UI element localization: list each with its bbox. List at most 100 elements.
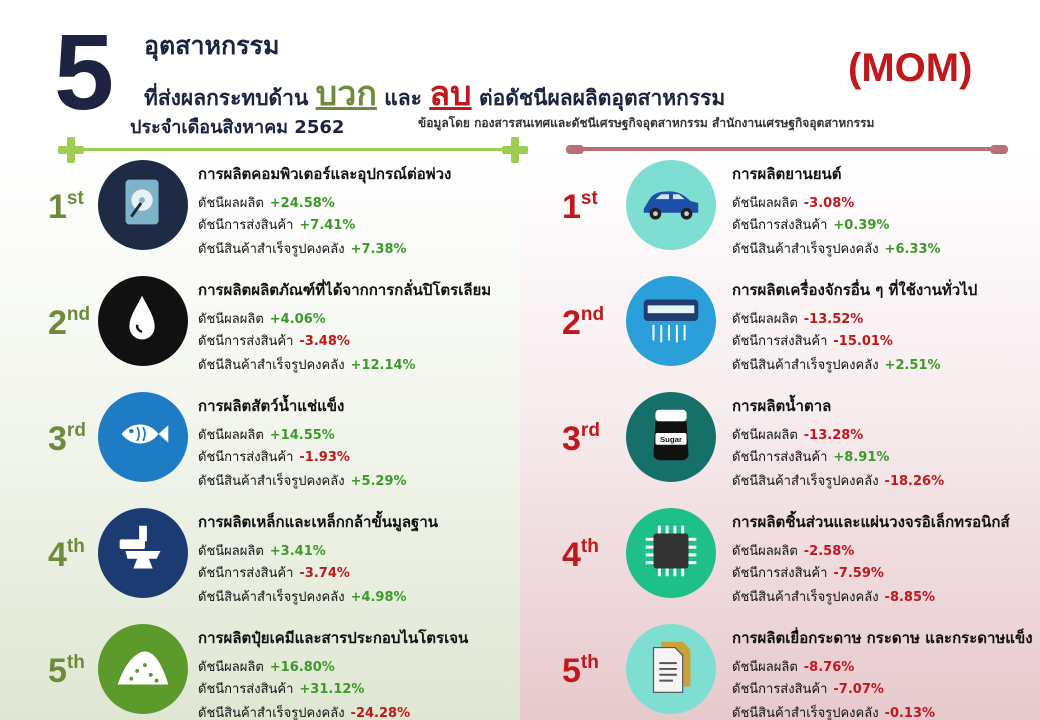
- rank-number: 1: [562, 188, 581, 226]
- negative-divider: [570, 147, 1000, 151]
- rank-suffix: st: [66, 188, 84, 209]
- rank-number: 3: [562, 420, 581, 458]
- stat-ship: ดัชนีการส่งสินค้า -1.93%: [198, 446, 350, 467]
- stat-ship: ดัชนีการส่งสินค้า -3.48%: [198, 330, 350, 351]
- stat-label: ดัชนีผลผลิต: [198, 312, 264, 327]
- rank-suffix: nd: [66, 304, 91, 325]
- stat-label: ดัชนีผลผลิต: [198, 196, 264, 211]
- rank-number: 3: [48, 420, 67, 458]
- negative-industry-icon: [626, 160, 716, 250]
- stat-label: ดัชนีการส่งสินค้า: [198, 566, 294, 581]
- stat-label: ดัชนีการส่งสินค้า: [732, 450, 828, 465]
- stat-value: +7.38%: [350, 242, 407, 257]
- stat-label: ดัชนีผลผลิต: [198, 428, 264, 443]
- source-credit: ข้อมูลโดย กองสารสนเทศและดัชนีเศรษฐกิจอุต…: [418, 116, 875, 130]
- stat-value: -13.52%: [803, 312, 864, 327]
- stat-value: +6.33%: [884, 242, 941, 257]
- hard-drive-icon: [108, 168, 178, 242]
- stat-label: ดัชนีผลผลิต: [732, 544, 798, 559]
- positive-industry-icon: [98, 392, 188, 482]
- big-number: 5: [54, 11, 115, 132]
- stat-value: -18.26%: [884, 474, 945, 489]
- stat-value: -7.07%: [833, 682, 884, 697]
- negative-industry-icon: Sugar: [626, 392, 716, 482]
- positive-industry-icon: [98, 276, 188, 366]
- stat-label: ดัชนีผลผลิต: [732, 660, 798, 675]
- rank-number: 2: [562, 304, 581, 342]
- stat-prod: ดัชนีผลผลิต -2.58%: [732, 540, 854, 561]
- stat-label: ดัชนีสินค้าสำเร็จรูปคงคลัง: [732, 242, 879, 257]
- industry-name: การผลิตยานยนต์: [732, 165, 842, 183]
- stat-label: ดัชนีการส่งสินค้า: [198, 334, 294, 349]
- stat-label: ดัชนีการส่งสินค้า: [732, 682, 828, 697]
- plus-icon: [502, 137, 528, 163]
- stat-label: ดัชนีผลผลิต: [198, 660, 264, 675]
- stat-value: +12.14%: [350, 358, 416, 373]
- positive-panel-background: [0, 150, 520, 720]
- stat-label: ดัชนีการส่งสินค้า: [732, 218, 828, 233]
- industry-name: การผลิตผลิตภัณฑ์ที่ได้จากการกลั่นปิโตรเล…: [198, 281, 492, 299]
- title-text-a: ที่ส่งผลกระทบด้าน: [144, 86, 309, 110]
- stat-label: ดัชนีการส่งสินค้า: [732, 566, 828, 581]
- stat-label: ดัชนีสินค้าสำเร็จรูปคงคลัง: [732, 474, 879, 489]
- positive-divider: [70, 148, 518, 151]
- stat-ship: ดัชนีการส่งสินค้า -3.74%: [198, 562, 350, 583]
- svg-text:Sugar: Sugar: [660, 435, 682, 444]
- mom-badge: (MOM): [848, 46, 973, 90]
- fertilizer-pile-icon: [108, 632, 178, 706]
- rank-label: 4th: [562, 536, 599, 575]
- title-line-1: อุตสาหกรรม: [144, 31, 280, 60]
- stat-inv: ดัชนีสินค้าสำเร็จรูปคงคลัง +5.29%: [198, 470, 407, 491]
- stat-value: +4.98%: [350, 590, 407, 605]
- stat-prod: ดัชนีผลผลิต -8.76%: [732, 656, 854, 677]
- stat-inv: ดัชนีสินค้าสำเร็จรูปคงคลัง +4.98%: [198, 586, 407, 607]
- anvil-icon: [108, 516, 178, 590]
- stat-label: ดัชนีสินค้าสำเร็จรูปคงคลัง: [198, 242, 345, 257]
- stat-value: +7.41%: [299, 218, 356, 233]
- positive-industry-icon: [98, 508, 188, 598]
- stat-ship: ดัชนีการส่งสินค้า -7.59%: [732, 562, 884, 583]
- stat-value: -7.59%: [833, 566, 884, 581]
- stat-prod: ดัชนีผลผลิต +4.06%: [198, 308, 326, 329]
- rank-number: 2: [48, 304, 67, 342]
- rank-label: 4th: [48, 536, 85, 575]
- industry-name: การผลิตคอมพิวเตอร์และอุปกรณ์ต่อพ่วง: [198, 165, 452, 183]
- stat-ship: ดัชนีการส่งสินค้า +7.41%: [198, 214, 355, 235]
- rank-suffix: rd: [66, 420, 86, 441]
- stat-prod: ดัชนีผลผลิต -3.08%: [732, 192, 854, 213]
- plus-icon: [58, 137, 84, 163]
- rank-number: 5: [48, 652, 67, 690]
- stat-ship: ดัชนีการส่งสินค้า +0.39%: [732, 214, 889, 235]
- stat-label: ดัชนีสินค้าสำเร็จรูปคงคลัง: [198, 590, 345, 605]
- stat-value: -0.13%: [884, 706, 936, 720]
- stat-value: +16.80%: [269, 660, 335, 675]
- stat-value: +0.39%: [833, 218, 890, 233]
- industry-name: การผลิตชิ้นส่วนและแผ่นวงจรอิเล็กทรอนิกส์: [732, 513, 1010, 531]
- title-line-2: ที่ส่งผลกระทบด้าน บวก และ ลบ ต่อดัชนีผลผ…: [144, 66, 725, 120]
- stat-value: -8.85%: [884, 590, 936, 605]
- stat-inv: ดัชนีสินค้าสำเร็จรูปคงคลัง -18.26%: [732, 470, 944, 491]
- industry-name: การผลิตเครื่องจักรอื่น ๆ ที่ใช้งานทั่วไป: [732, 281, 978, 299]
- negative-industry-icon: [626, 276, 716, 366]
- stat-value: +31.12%: [299, 682, 365, 697]
- industry-name: การผลิตปุ๋ยเคมีและสารประกอบไนโตรเจน: [198, 629, 469, 647]
- stat-label: ดัชนีสินค้าสำเร็จรูปคงคลัง: [198, 358, 345, 373]
- stat-prod: ดัชนีผลผลิต -13.52%: [732, 308, 863, 329]
- rank-number: 1: [48, 188, 67, 226]
- stat-inv: ดัชนีสินค้าสำเร็จรูปคงคลัง +12.14%: [198, 354, 416, 375]
- stat-ship: ดัชนีการส่งสินค้า +31.12%: [198, 678, 364, 699]
- negative-word: ลบ: [429, 74, 472, 114]
- stat-value: -3.48%: [299, 334, 350, 349]
- stat-prod: ดัชนีผลผลิต +14.55%: [198, 424, 335, 445]
- stat-label: ดัชนีผลผลิต: [198, 544, 264, 559]
- rank-label: 5th: [48, 652, 85, 691]
- stat-ship: ดัชนีการส่งสินค้า -15.01%: [732, 330, 893, 351]
- stat-inv: ดัชนีสินค้าสำเร็จรูปคงคลัง -24.28%: [198, 702, 410, 720]
- rank-label: 2nd: [562, 304, 604, 343]
- stat-label: ดัชนีสินค้าสำเร็จรูปคงคลัง: [732, 590, 879, 605]
- stat-value: -8.76%: [803, 660, 855, 675]
- rank-number: 5: [562, 652, 581, 690]
- stat-value: +24.58%: [269, 196, 335, 211]
- stat-inv: ดัชนีสินค้าสำเร็จรูปคงคลัง -8.85%: [732, 586, 935, 607]
- paper-document-icon: [636, 632, 706, 706]
